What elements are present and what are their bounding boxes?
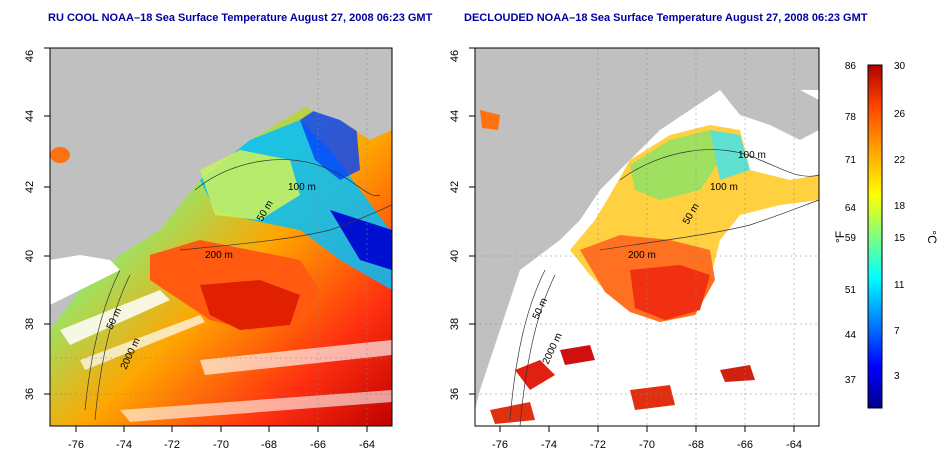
- contour-label: 100 m: [738, 150, 766, 161]
- f-tick: 44: [845, 330, 857, 341]
- lat-tick: 42: [24, 181, 36, 193]
- lon-tick: -74: [541, 439, 557, 451]
- lat-tick: 40: [24, 250, 36, 262]
- f-tick: 59: [845, 233, 857, 244]
- f-tick: 64: [845, 203, 857, 214]
- temperature-colorbar: 86 78 71 64 59 51 44 37 30 26 22 18 15 1…: [833, 61, 939, 409]
- contour-label: 200 m: [628, 250, 656, 261]
- c-tick: 15: [894, 233, 906, 244]
- lat-tick: 36: [24, 388, 36, 400]
- c-tick: 11: [894, 280, 905, 291]
- lon-tick: -74: [116, 439, 132, 451]
- c-tick: 22: [894, 155, 906, 166]
- c-tick: 7: [894, 326, 900, 337]
- f-tick: 86: [845, 61, 857, 72]
- lon-tick: -66: [310, 439, 326, 451]
- lat-tick: 44: [449, 110, 461, 122]
- c-tick: 3: [894, 371, 900, 382]
- lon-tick: -72: [590, 439, 606, 451]
- lon-tick: -70: [639, 439, 655, 451]
- lat-tick: 36: [449, 388, 461, 400]
- right-sst-map: 100 m 100 m 50 m 200 m 50 m 2000 m 46 44…: [449, 47, 820, 451]
- lon-tick: -70: [213, 439, 229, 451]
- lat-tick: 46: [24, 50, 36, 62]
- lat-tick: 44: [24, 110, 36, 122]
- c-tick: 26: [894, 109, 906, 120]
- left-map-title: RU COOL NOAA–18 Sea Surface Temperature …: [48, 12, 433, 24]
- f-tick: 37: [845, 375, 857, 386]
- lat-tick: 38: [449, 318, 461, 330]
- lon-tick: -76: [68, 439, 84, 451]
- c-tick: 30: [894, 61, 906, 72]
- lon-tick: -76: [492, 439, 508, 451]
- lon-tick: -68: [261, 439, 277, 451]
- lon-tick: -72: [164, 439, 180, 451]
- c-tick: 18: [894, 201, 906, 212]
- f-tick: 78: [845, 112, 857, 123]
- right-map-title: DECLOUDED NOAA–18 Sea Surface Temperatur…: [464, 12, 868, 24]
- lat-tick: 38: [24, 318, 36, 330]
- lat-tick: 46: [449, 50, 461, 62]
- f-tick: 71: [845, 155, 857, 166]
- lon-tick: -66: [737, 439, 753, 451]
- lon-tick: -64: [359, 439, 375, 451]
- lat-tick: 40: [449, 250, 461, 262]
- lon-tick: -64: [786, 439, 802, 451]
- contour-label: 200 m: [205, 250, 233, 261]
- contour-label: 100 m: [710, 182, 738, 193]
- contour-label: 100 m: [288, 182, 316, 193]
- celsius-unit-label: °C: [925, 230, 939, 244]
- lat-tick: 42: [449, 181, 461, 193]
- lon-tick: -68: [688, 439, 704, 451]
- f-tick: 51: [845, 285, 857, 296]
- left-sst-map: 100 m 50 m 200 m 50 m 2000 m 46 44 42 40…: [24, 47, 393, 451]
- fahrenheit-unit-label: °F: [833, 231, 847, 243]
- colorbar-gradient: [867, 64, 883, 409]
